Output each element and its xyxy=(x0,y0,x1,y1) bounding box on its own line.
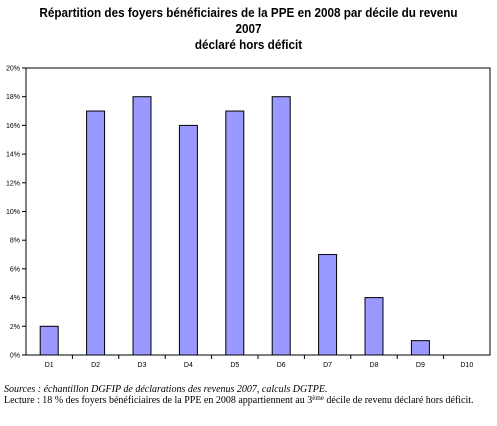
y-tick-label: 10% xyxy=(6,209,20,216)
y-tick-label: 6% xyxy=(10,266,20,273)
bar xyxy=(271,96,291,356)
y-tick-label: 2% xyxy=(10,324,20,331)
x-tick-label: D4 xyxy=(184,362,193,369)
y-tick-label: 4% xyxy=(10,295,20,302)
reading-note-suffix: décile de revenu déclaré hors déficit. xyxy=(323,395,474,406)
x-tick-label: D7 xyxy=(323,362,332,369)
bar xyxy=(410,340,430,356)
y-tick-label: 20% xyxy=(6,66,20,73)
x-tick-label: D5 xyxy=(230,362,239,369)
x-tick-label: D2 xyxy=(91,362,100,369)
x-tick-label: D9 xyxy=(416,362,425,369)
y-tick-label: 8% xyxy=(10,238,20,245)
bar xyxy=(132,96,152,356)
chart-title-block: Répartition des foyers bénéficiaires de … xyxy=(25,5,472,53)
x-tick-label: D3 xyxy=(138,362,147,369)
x-tick-label: D10 xyxy=(460,362,473,369)
reading-note-sup: ème xyxy=(312,394,324,402)
y-tick-label: 18% xyxy=(6,94,20,101)
bar xyxy=(39,325,59,356)
chart-subtitle: déclaré hors déficit xyxy=(194,37,303,52)
bar xyxy=(318,254,338,356)
y-tick-label: 12% xyxy=(6,180,20,187)
y-tick-label: 14% xyxy=(6,152,20,159)
bar xyxy=(364,297,384,356)
y-tick-label: 16% xyxy=(6,123,20,130)
bar xyxy=(225,110,245,356)
bar-chart: 0% 2% 4% 6% 8% 10% 12% 14% 16% 18% 20% D1 D2 D3 D4 D5 D6… xyxy=(6,66,491,369)
x-tick-label: D6 xyxy=(277,362,286,369)
bar xyxy=(178,124,198,356)
source-note: Sources : échantillon DGFIP de déclarati… xyxy=(4,384,328,395)
x-tick-label: D8 xyxy=(370,362,379,369)
reading-note-prefix: Lecture : 18 % des foyers bénéficiaires … xyxy=(4,395,313,406)
y-tick-label: 0% xyxy=(10,353,20,360)
bar xyxy=(86,110,106,356)
chart-notes: Sources : échantillon DGFIP de déclarati… xyxy=(4,384,494,406)
chart-title: Répartition des foyers bénéficiaires de … xyxy=(39,5,458,36)
x-tick-label: D1 xyxy=(45,362,54,369)
reading-note: Lecture : 18 % des foyers bénéficiaires … xyxy=(4,394,474,407)
